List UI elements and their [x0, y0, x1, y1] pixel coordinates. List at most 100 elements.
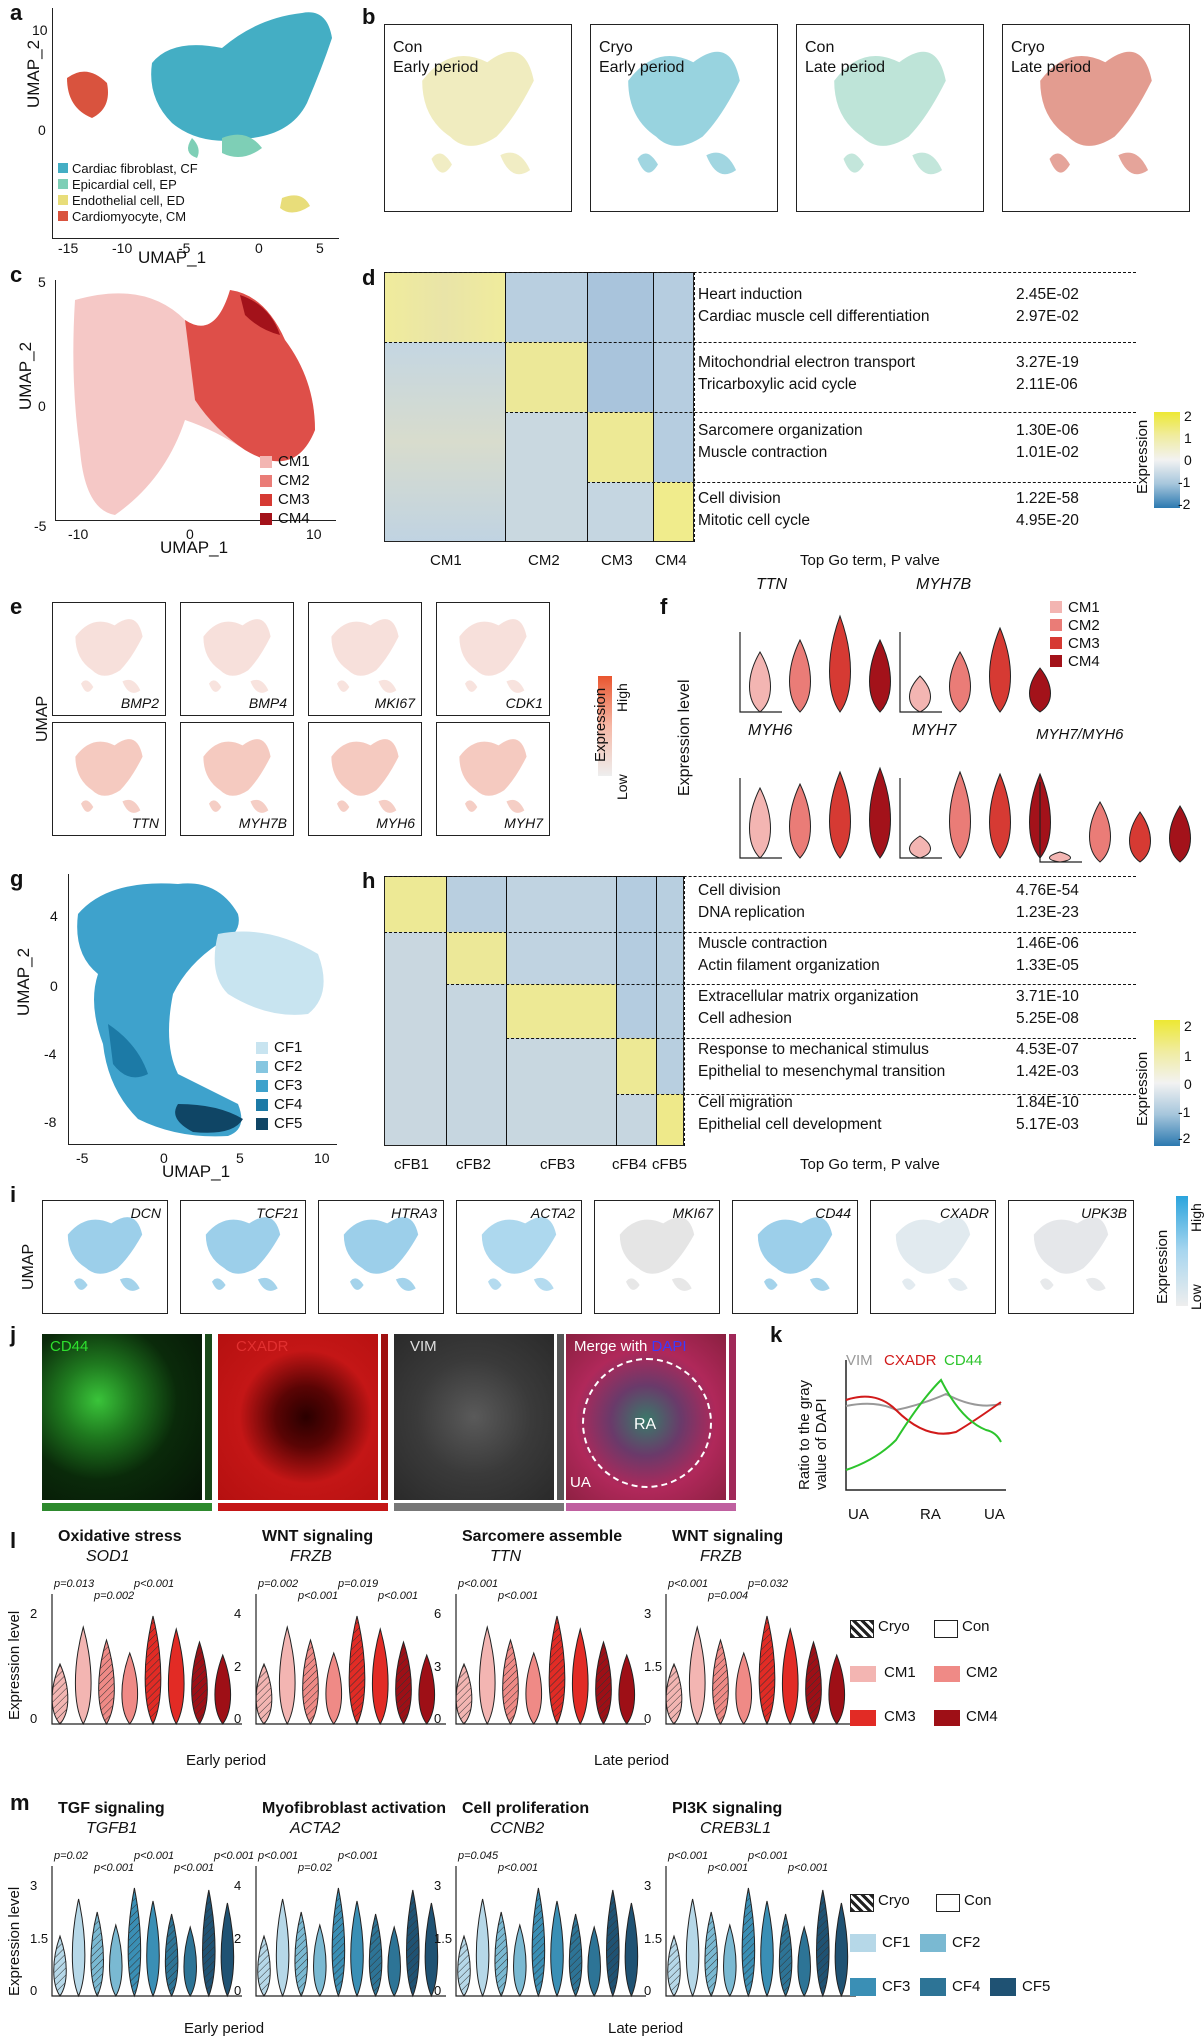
condition-label: Con: [393, 39, 423, 56]
micrograph-side: [557, 1334, 564, 1500]
feature-umap: TCF21: [180, 1200, 306, 1314]
legend-g: CF1 CF2 CF3 CF4 CF5: [256, 1038, 302, 1133]
violin: [735, 1651, 752, 1725]
y-tick: 4: [234, 1606, 242, 1621]
colorbar-i: [1176, 1196, 1188, 1306]
axis: [739, 778, 782, 859]
legend-con-swatch: [934, 1620, 958, 1638]
go-pvalue: 2.11E-06: [1016, 376, 1078, 393]
axis: [455, 1866, 646, 1997]
umap-a-ylabel: UMAP_2: [24, 39, 43, 108]
x-tick: 0: [160, 1150, 168, 1166]
ra-label: RA: [634, 1416, 657, 1433]
legend-label: CF5: [274, 1115, 303, 1132]
heatmap-col-label: cFB3: [540, 1156, 576, 1173]
panel-label-l: l: [10, 1528, 17, 1553]
violin-plot: [255, 1594, 446, 1726]
gene-label: BMP4: [248, 695, 287, 711]
violin-title: MYH7/MYH6: [1036, 726, 1124, 743]
violin: [146, 1900, 160, 1998]
violin-hatch: [98, 1640, 115, 1724]
gene-label: CDK1: [505, 695, 543, 711]
go-pvalue: 4.95E-20: [1016, 512, 1079, 529]
colorbar-e: [598, 676, 612, 776]
go-term: Mitotic cell cycle: [698, 512, 810, 529]
umap-c-ylabel: UMAP_2: [16, 341, 35, 410]
legend-label: CM1: [278, 453, 310, 470]
y-tick: 3: [644, 1606, 652, 1621]
colorbar-tick: -1: [1178, 1104, 1191, 1120]
violin-gene: FRZB: [700, 1548, 742, 1565]
p-value: p=0.013: [54, 1578, 95, 1590]
axis: [255, 1866, 446, 1997]
go-term: Cell migration: [698, 1094, 793, 1111]
go-pvalue: 3.27E-19: [1016, 354, 1079, 371]
violin-hatch: [202, 1890, 216, 1996]
violin: [278, 1625, 296, 1726]
period-label: Late period: [1011, 59, 1092, 76]
feature-umap: CDK1: [436, 602, 550, 716]
y-tick: 0: [644, 1983, 652, 1998]
violin: [418, 1653, 435, 1725]
violin: [949, 770, 971, 859]
violin: [989, 772, 1011, 859]
go-pvalue: 2.97E-02: [1016, 308, 1079, 325]
legend-label: CM4: [966, 1708, 998, 1725]
gene-label: UPK3B: [1081, 1205, 1127, 1221]
violin-plot: [665, 1594, 856, 1726]
go-pvalue: 1.46E-06: [1016, 935, 1079, 952]
gene-label: MKI67: [672, 1205, 713, 1221]
go-term: Cell division: [698, 882, 781, 899]
violin-hatch: [494, 1912, 508, 1996]
axis: [455, 1594, 646, 1725]
y-tick: 2: [234, 1658, 242, 1674]
violin-hatch: [569, 1914, 582, 1996]
p-value: p=0.002: [94, 1590, 135, 1602]
violin-f-ylabel: Expression level: [676, 679, 693, 797]
feature-umap: HTRA3: [318, 1200, 444, 1314]
umap-condition-panel: Cryo Late period: [1002, 24, 1190, 212]
violin: [909, 835, 931, 859]
legend-label: CF4: [952, 1978, 981, 1995]
axis: [1039, 782, 1082, 863]
y-tick: 1.5: [644, 1930, 663, 1946]
y-tick: 0: [644, 1711, 652, 1726]
axis: [51, 1594, 242, 1725]
violin: [1029, 667, 1051, 713]
p-value: p<0.001: [708, 1862, 749, 1874]
x-tick: -5: [76, 1150, 89, 1166]
gene-label: DCN: [130, 1205, 161, 1221]
x-tick: 5: [316, 240, 324, 256]
go-term: Cell division: [698, 490, 781, 507]
legend-label: CF2: [952, 1934, 981, 1951]
p-value: p<0.001: [748, 1850, 789, 1862]
violin-hatch: [145, 1616, 161, 1724]
feature-umap: MYH7: [436, 722, 550, 836]
violin-gene: TTN: [490, 1548, 522, 1565]
violin-hatch: [606, 1890, 620, 1996]
violin-hatch: [816, 1890, 830, 1996]
micrograph-side: [205, 1334, 212, 1500]
micrograph-side: [729, 1334, 736, 1500]
violin: [387, 1925, 401, 1997]
violin: [1089, 801, 1111, 863]
violin-hatch: [595, 1642, 612, 1724]
lines-k: [845, 1360, 1006, 1491]
gene-label: TTN: [131, 815, 159, 831]
go-pvalue: 1.30E-06: [1016, 422, 1079, 439]
heatmap-col-label: cFB1: [394, 1156, 430, 1173]
violin-group-title: Cell proliferation: [462, 1800, 590, 1817]
y-tick: 0: [50, 978, 58, 994]
violin-hatch: [395, 1642, 412, 1724]
go-pvalue: 1.22E-58: [1016, 490, 1079, 507]
y-tick: -4: [44, 1046, 57, 1062]
violin-hatch: [532, 1888, 545, 1996]
violin: [183, 1925, 197, 1997]
period-label: Early period: [186, 1752, 267, 1769]
go-term: Actin filament organization: [698, 957, 880, 974]
go-footer-h: Top Go term, P valve: [800, 1156, 940, 1173]
merge-text: Merge with: [574, 1338, 648, 1355]
y-tick: 0: [38, 122, 46, 138]
panel-label-f: f: [660, 594, 668, 619]
arrow-label-cd44: CD44: [944, 1352, 983, 1369]
